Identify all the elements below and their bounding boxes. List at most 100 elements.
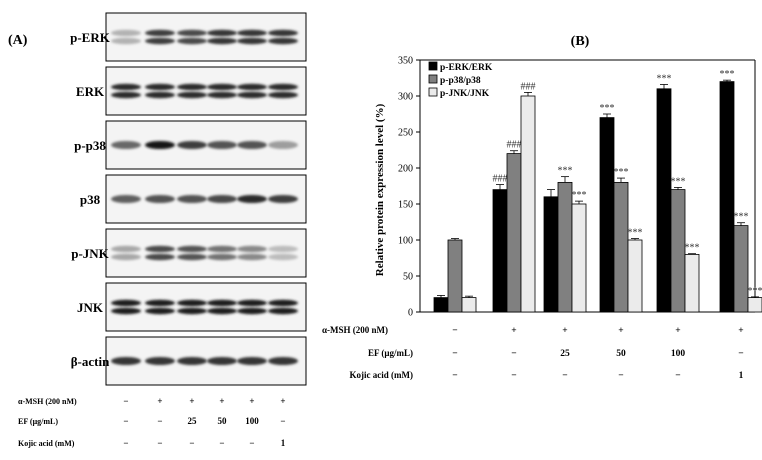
blot-band — [145, 357, 175, 365]
y-tick-label: 50 — [403, 272, 413, 283]
y-tick-label: 100 — [398, 236, 413, 247]
condition-value: + — [618, 326, 623, 336]
blot-band — [268, 357, 298, 365]
blot-band — [237, 29, 267, 37]
condition-value: + — [675, 326, 680, 336]
legend-label: p-JNK/JNK — [440, 89, 490, 99]
blot-label: p-p38 — [74, 138, 106, 153]
bar — [656, 88, 672, 313]
bar — [719, 81, 735, 313]
significance-label: *** — [600, 103, 615, 114]
bar — [599, 117, 615, 313]
bar — [461, 297, 477, 313]
condition-value: + — [157, 396, 162, 406]
condition-value: − — [219, 438, 224, 448]
blot-band — [111, 357, 141, 365]
condition-value: − — [452, 349, 457, 359]
y-tick-label: 350 — [398, 56, 413, 67]
blot-band — [268, 83, 298, 91]
blot-band — [145, 83, 175, 91]
blot-band — [111, 91, 141, 99]
blot-3: p38 — [80, 174, 307, 224]
legend-swatch — [428, 87, 438, 97]
significance-label: *** — [720, 69, 735, 80]
condition-value: + — [738, 326, 743, 336]
bar — [543, 196, 559, 313]
significance-label: *** — [734, 212, 749, 223]
legend-label: p-ERK/ERK — [440, 63, 493, 73]
y-axis-label: Relative protein expression level (%) — [374, 103, 386, 276]
condition-value: + — [562, 326, 567, 336]
blot-band — [111, 253, 141, 261]
blot-band — [177, 141, 207, 149]
blot-band — [237, 253, 267, 261]
condition-value: − — [249, 438, 254, 448]
y-tick-label: 200 — [398, 164, 413, 175]
blot-band — [237, 299, 267, 307]
blot-band — [111, 245, 141, 253]
bar — [506, 153, 522, 313]
blot-frame — [105, 282, 307, 332]
blot-band — [207, 37, 237, 45]
condition-label: α-MSH (200 nM) — [18, 397, 77, 406]
condition-value: 25 — [560, 349, 570, 359]
blot-band — [268, 91, 298, 99]
condition-label: Kojic acid (mM) — [350, 370, 413, 380]
blot-band — [207, 195, 237, 203]
blot-band — [268, 29, 298, 37]
blot-frame — [105, 12, 307, 62]
blot-band — [207, 253, 237, 261]
bar — [447, 239, 463, 313]
significance-label: ### — [493, 174, 508, 185]
blot-band — [207, 245, 237, 253]
condition-value: 50 — [218, 416, 228, 426]
panel-a-western-blot: (A) p-ERK ERK p-p38 p38 p-JNK JNK β-actin α-MS… — [8, 12, 307, 448]
blot-4: p-JNK — [71, 228, 307, 278]
bar — [684, 253, 700, 313]
blot-band — [207, 29, 237, 37]
significance-label: *** — [628, 228, 643, 239]
condition-value: − — [452, 326, 457, 336]
blot-band — [177, 29, 207, 37]
condition-value: + — [280, 396, 285, 406]
condition-value: − — [738, 349, 743, 359]
blot-band — [207, 357, 237, 365]
condition-value: 100 — [245, 416, 259, 426]
blot-band — [177, 307, 207, 315]
condition-value: 25 — [188, 416, 198, 426]
blot-band — [145, 245, 175, 253]
blot-band — [111, 141, 141, 149]
y-tick-label: 150 — [398, 200, 413, 211]
condition-label: EF (μg/mL) — [368, 348, 413, 358]
y-tick-label: 250 — [398, 128, 413, 139]
condition-value: + — [189, 396, 194, 406]
blot-label: β-actin — [71, 354, 110, 369]
blot-band — [177, 299, 207, 307]
blot-band — [237, 91, 267, 99]
blot-frame — [105, 228, 307, 278]
significance-label: *** — [685, 243, 700, 254]
condition-value: − — [157, 416, 162, 426]
blot-0: p-ERK — [70, 12, 307, 62]
blot-band — [145, 253, 175, 261]
blot-band — [237, 37, 267, 45]
blot-label: p-JNK — [71, 246, 109, 261]
panel-a-label: (A) — [8, 33, 28, 48]
condition-label: Kojic acid (mM) — [18, 439, 75, 448]
blot-band — [111, 83, 141, 91]
bars: ### *** *** *** ### *** *** *** *** ### *** *** *** *… — [433, 69, 762, 313]
condition-value: − — [618, 371, 623, 381]
blot-band — [237, 141, 267, 149]
condition-value: 50 — [616, 349, 626, 359]
blot-label: p38 — [80, 192, 101, 207]
blot-band — [177, 357, 207, 365]
blot-band — [177, 195, 207, 203]
condition-label: EF (μg/mL) — [18, 417, 58, 426]
blot-band — [268, 299, 298, 307]
blot-band — [177, 91, 207, 99]
bar — [520, 95, 536, 313]
blot-band — [177, 253, 207, 261]
bar — [733, 225, 749, 313]
condition-value: + — [511, 326, 516, 336]
